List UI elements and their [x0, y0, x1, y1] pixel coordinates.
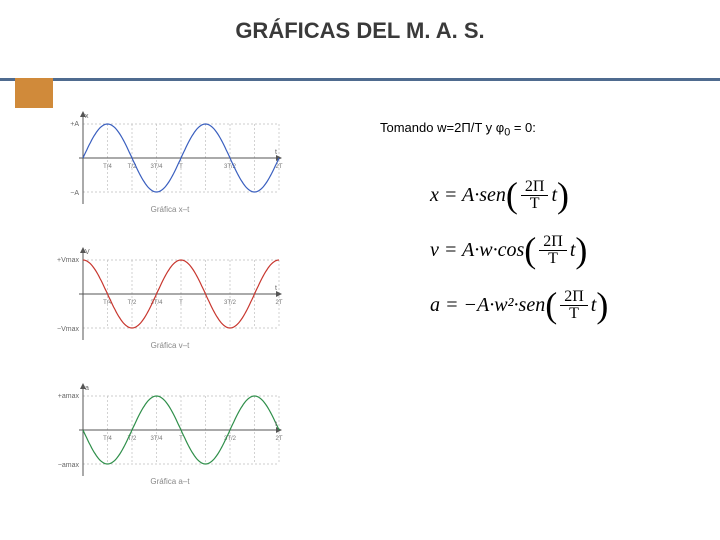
eq-lhs: v = A·w· [430, 239, 498, 262]
chart-svg: T/4T/23T/4T3T/22T +A −A x t [55, 110, 285, 206]
svg-text:2T: 2T [275, 300, 282, 306]
equation-1: v = A·w· cos ( 2Π T t ) [430, 234, 700, 267]
equations-block: x = A· sen ( 2Π T t ) v = A·w· cos ( 2Π … [380, 179, 700, 322]
lparen-icon: ( [524, 238, 536, 263]
chart-0: T/4T/23T/4T3T/22T +A −A x t Gráfica x–t [55, 110, 285, 228]
eq-fraction: 2Π T [521, 179, 549, 212]
svg-text:3T/4: 3T/4 [150, 436, 163, 442]
eq-den: T [544, 251, 562, 267]
chart-2: T/4T/23T/4T3T/22T +amax −amax a t Gráfic… [55, 382, 285, 500]
charts-column: T/4T/23T/4T3T/22T +A −A x t Gráfica x–t … [55, 110, 325, 518]
eq-num: 2Π [539, 234, 567, 250]
eq-fn: sen [519, 294, 546, 317]
eq-den: T [565, 306, 583, 322]
eq-fraction: 2Π T [560, 289, 588, 322]
eq-fn: sen [479, 184, 506, 207]
eq-fraction: 2Π T [539, 234, 567, 267]
chart-caption: Gráfica a–t [55, 477, 285, 486]
tomando-pi: Π [461, 120, 470, 135]
svg-text:V: V [85, 249, 90, 256]
tomando-mid: /T y [471, 120, 496, 135]
svg-text:−amax: −amax [58, 462, 80, 469]
eq-fn: cos [498, 239, 525, 262]
svg-text:T: T [179, 300, 183, 306]
svg-text:T: T [179, 164, 183, 170]
chart-caption: Gráfica x–t [55, 205, 285, 214]
tomando-phi: φ [496, 120, 504, 135]
eq-lhs: x = A· [430, 184, 479, 207]
svg-text:t: t [275, 285, 277, 292]
svg-text:t: t [275, 421, 277, 428]
svg-text:3T/4: 3T/4 [150, 164, 163, 170]
svg-text:T/4: T/4 [103, 164, 112, 170]
page-title: GRÁFICAS DEL M. A. S. [0, 18, 720, 44]
right-column: Tomando w=2Π/T y φ0 = 0: x = A· sen ( 2Π… [380, 120, 700, 344]
title-underline [0, 78, 720, 81]
eq-num: 2Π [521, 179, 549, 195]
lparen-icon: ( [545, 293, 557, 318]
rparen-icon: ) [575, 238, 587, 263]
lparen-icon: ( [506, 183, 518, 208]
svg-text:T: T [179, 436, 183, 442]
eq-num: 2Π [560, 289, 588, 305]
svg-text:+amax: +amax [58, 393, 80, 400]
chart-svg: T/4T/23T/4T3T/22T +Vmax −Vmax V t [55, 246, 285, 342]
eq-den: T [526, 196, 544, 212]
equation-0: x = A· sen ( 2Π T t ) [430, 179, 700, 212]
accent-bar [15, 78, 53, 108]
svg-text:−Vmax: −Vmax [57, 326, 79, 333]
slide: GRÁFICAS DEL M. A. S. T/4T/23T/4T3T/22T … [0, 0, 720, 540]
svg-text:2T: 2T [275, 436, 282, 442]
svg-text:T/4: T/4 [103, 436, 112, 442]
svg-text:T/2: T/2 [128, 300, 137, 306]
tomando-text: Tomando w=2Π/T y φ0 = 0: [380, 120, 700, 139]
svg-text:t: t [275, 149, 277, 156]
eq-lhs: a = −A·w²· [430, 294, 519, 317]
svg-text:x: x [85, 113, 89, 120]
chart-1: T/4T/23T/4T3T/22T +Vmax −Vmax V t Gráfic… [55, 246, 285, 364]
svg-text:+Vmax: +Vmax [57, 257, 79, 264]
rparen-icon: ) [596, 293, 608, 318]
svg-text:2T: 2T [275, 164, 282, 170]
tomando-prefix: Tomando w=2 [380, 120, 461, 135]
chart-caption: Gráfica v–t [55, 341, 285, 350]
chart-svg: T/4T/23T/4T3T/22T +amax −amax a t [55, 382, 285, 478]
svg-text:−A: −A [70, 190, 79, 197]
rparen-icon: ) [557, 183, 569, 208]
svg-text:+A: +A [70, 121, 79, 128]
svg-text:a: a [85, 385, 89, 392]
svg-text:3T/2: 3T/2 [224, 300, 237, 306]
tomando-suffix: = 0: [510, 120, 536, 135]
equation-2: a = −A·w²· sen ( 2Π T t ) [430, 289, 700, 322]
